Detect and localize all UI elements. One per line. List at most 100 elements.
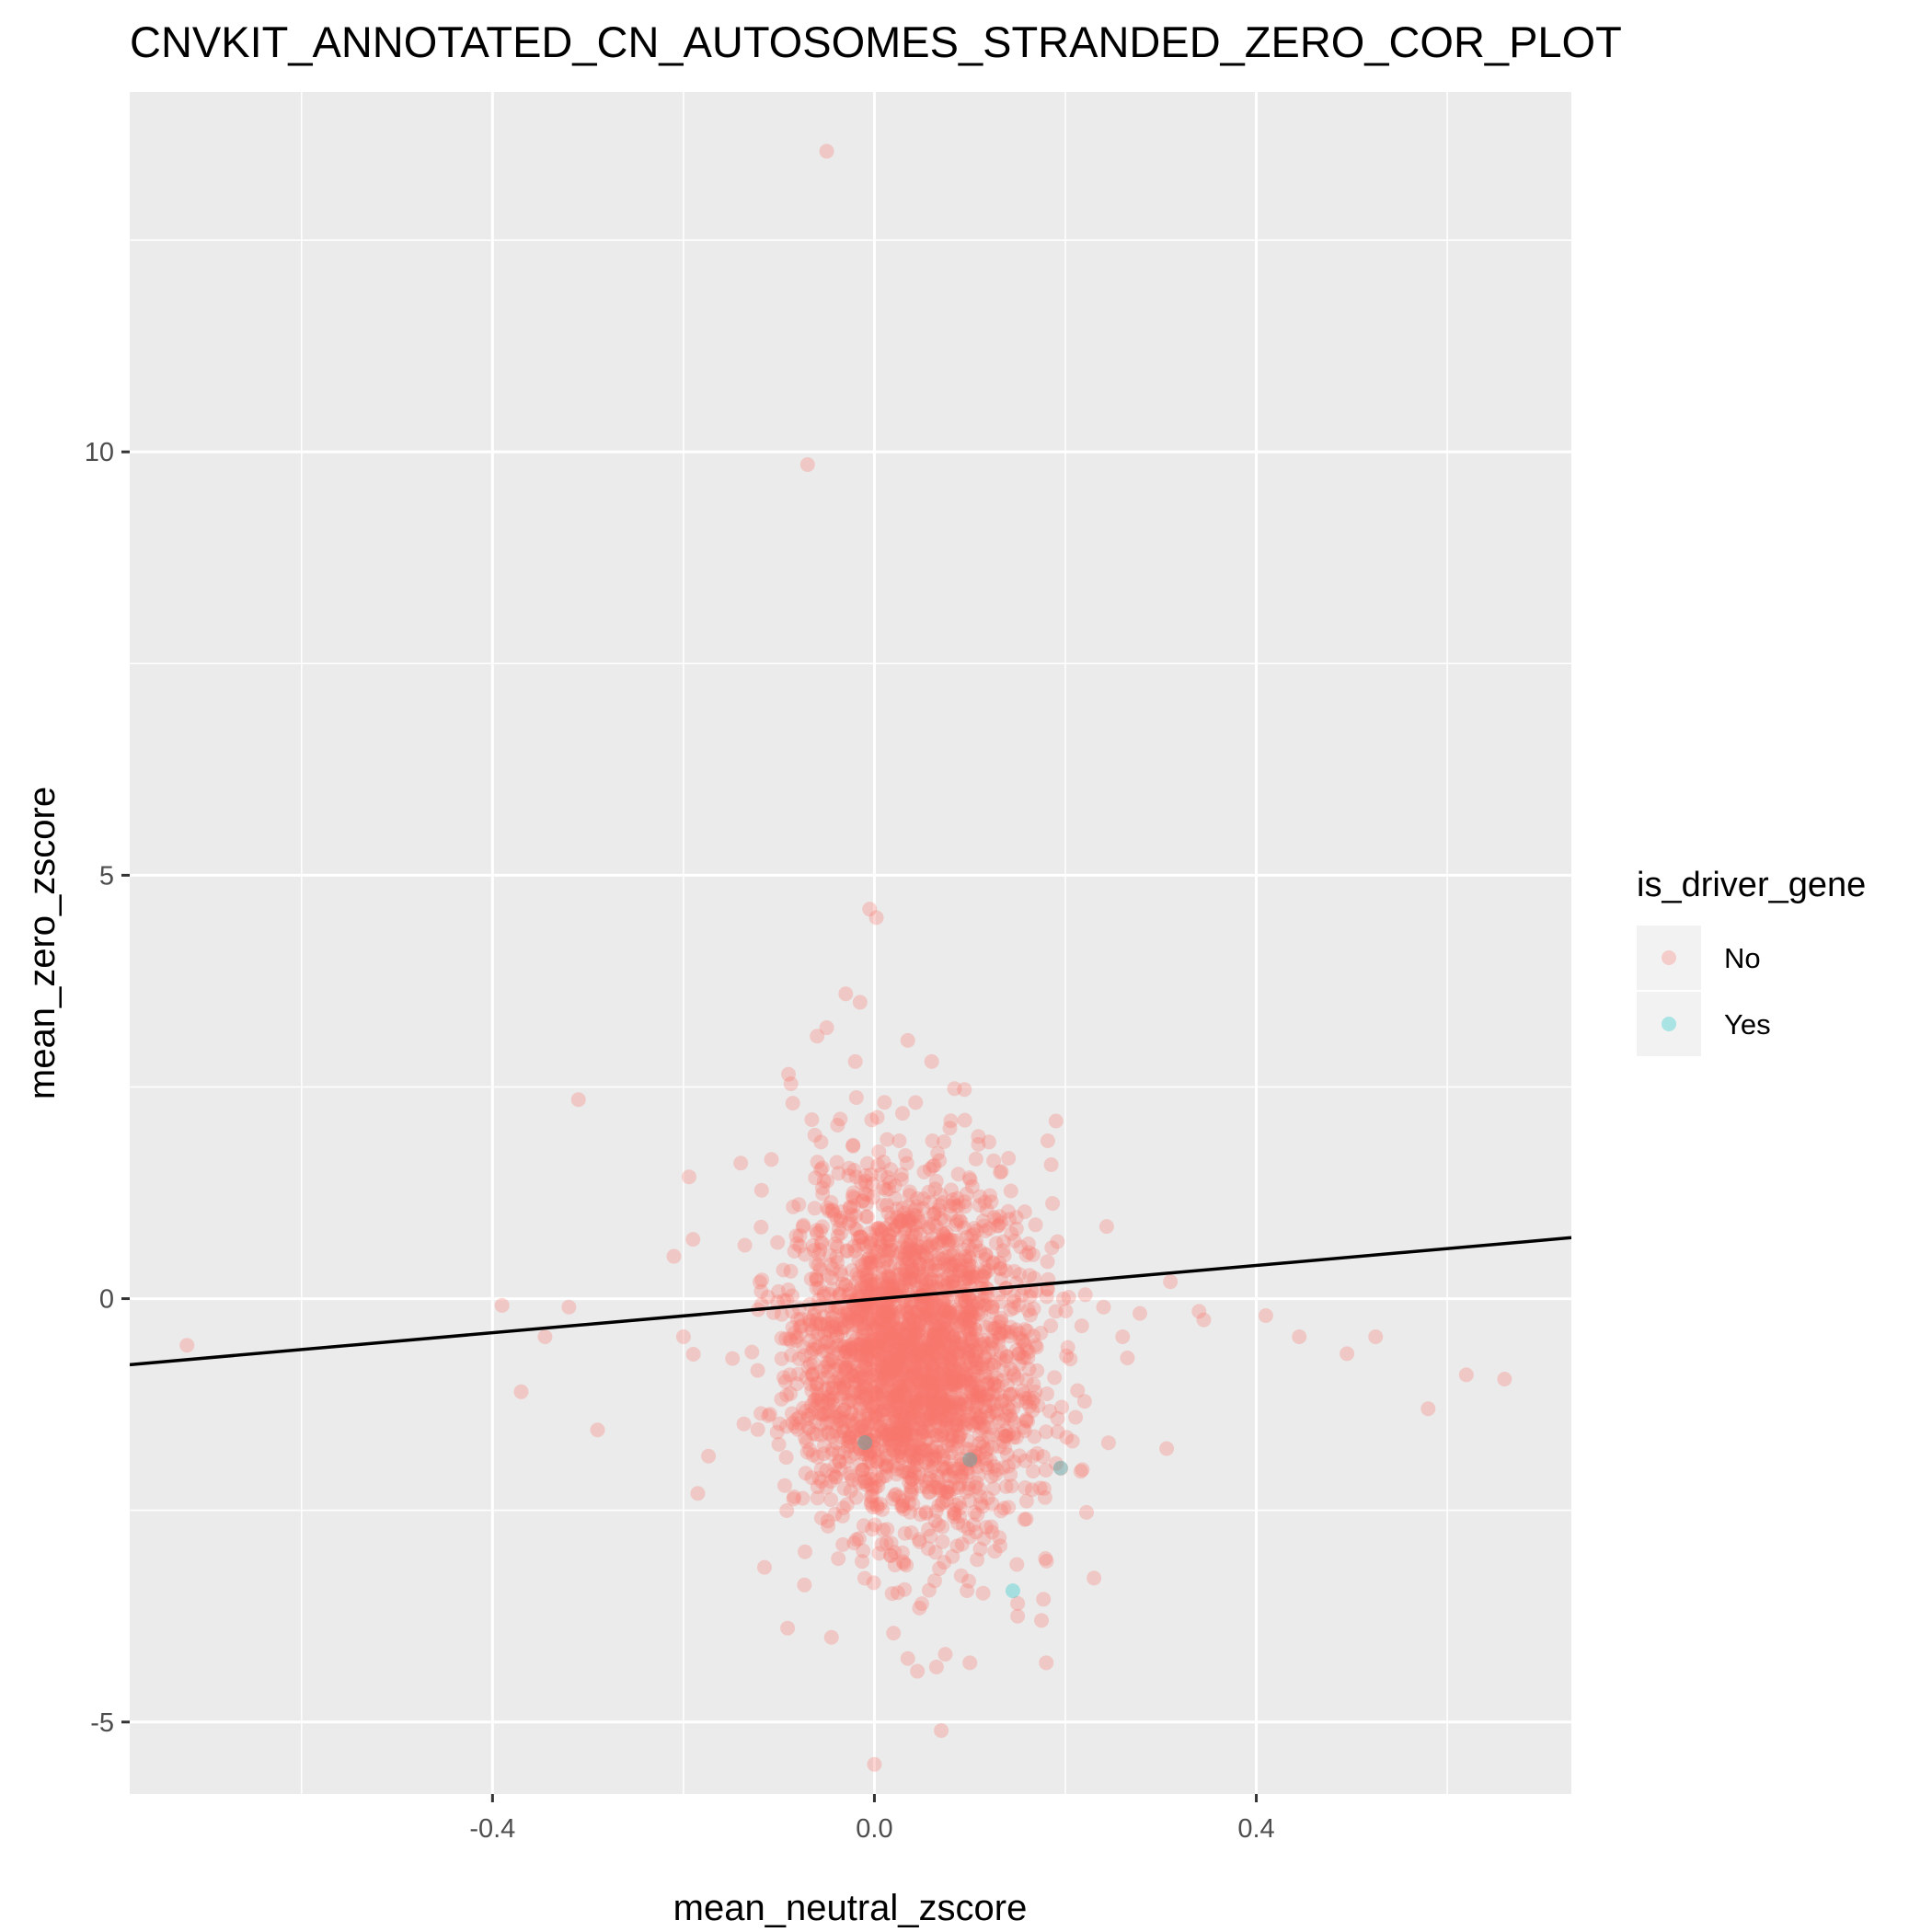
data-point-no (963, 1334, 979, 1350)
data-point-no (1010, 1608, 1026, 1624)
data-point-no (954, 1294, 969, 1309)
data-point-no (952, 1373, 968, 1388)
data-point-no (938, 1412, 954, 1428)
data-point-no (733, 1156, 749, 1171)
data-point-no (832, 1455, 847, 1469)
data-point-no (890, 1341, 905, 1357)
data-point-no (561, 1299, 577, 1315)
data-point-no (906, 1321, 922, 1336)
data-point-no (907, 1466, 923, 1481)
data-point-no (867, 1427, 882, 1443)
data-point-no (893, 1432, 909, 1448)
data-point-no (935, 1362, 950, 1377)
data-point-no (902, 1379, 916, 1395)
data-point-no (933, 1211, 949, 1226)
data-point-no (991, 1330, 1006, 1346)
data-point-no (915, 1299, 931, 1315)
data-point-no (894, 1213, 910, 1228)
data-point-no (934, 1233, 949, 1248)
data-point-no (771, 1283, 787, 1299)
data-point-no (866, 1398, 881, 1414)
data-point-no (825, 1315, 840, 1330)
data-point-no (983, 1420, 999, 1435)
data-point-no (834, 1325, 849, 1340)
data-point-no (919, 1296, 935, 1312)
data-point-no (904, 1482, 920, 1498)
data-point-no (843, 1434, 858, 1450)
data-point-no (914, 1366, 929, 1381)
data-point-no (908, 1327, 923, 1342)
data-point-no (921, 1423, 937, 1439)
data-point-no (939, 1468, 955, 1484)
data-point-no (890, 1357, 905, 1373)
data-point-no (994, 1164, 1009, 1179)
data-point-no (887, 1383, 903, 1398)
data-point-no (909, 1199, 925, 1214)
data-point-no (904, 1472, 920, 1487)
data-point-no (961, 1261, 977, 1277)
data-point-no (947, 1509, 961, 1524)
data-point-no (985, 1255, 1001, 1271)
data-point-no (783, 1333, 799, 1349)
data-point-no (921, 1294, 937, 1310)
data-point-no (873, 1309, 889, 1325)
data-point-no (825, 1261, 841, 1277)
data-point-no (875, 1324, 891, 1340)
data-point-no (826, 1397, 842, 1412)
data-point-no (1258, 1307, 1273, 1323)
data-point-no (949, 1233, 965, 1248)
data-point-no (914, 1214, 930, 1230)
data-point-no (958, 1294, 972, 1309)
data-point-no (912, 1600, 927, 1616)
data-point-no (876, 1314, 891, 1328)
data-point-no (811, 1257, 826, 1272)
data-point-no (867, 1249, 882, 1265)
data-point-no (866, 1400, 881, 1416)
data-point-no (805, 1341, 821, 1357)
data-point-no (912, 1391, 927, 1407)
data-point-no (979, 1520, 994, 1535)
data-point-no (893, 1364, 909, 1380)
data-point-no (923, 1341, 938, 1357)
data-point-no (924, 1390, 939, 1405)
data-point-no (847, 1243, 863, 1259)
data-point-no (991, 1386, 1006, 1402)
data-point-no (965, 1334, 981, 1350)
data-point-no (994, 1326, 1009, 1340)
data-point-no (824, 1428, 840, 1443)
data-point-no (860, 1340, 875, 1355)
data-point-no (855, 1303, 870, 1318)
data-point-no (817, 1317, 832, 1332)
data-point-no (863, 1235, 878, 1250)
data-point-no (890, 1395, 905, 1410)
data-point-no (1011, 1297, 1027, 1313)
data-point-no (862, 1236, 878, 1251)
data-point-no (867, 1285, 882, 1301)
data-point-no (997, 1441, 1013, 1455)
data-point-no (1017, 1350, 1032, 1365)
data-point-no (978, 1392, 994, 1407)
data-point-no (934, 1496, 949, 1512)
data-point-no (1075, 1462, 1090, 1478)
data-point-no (905, 1409, 921, 1424)
data-point-no (865, 1386, 880, 1402)
data-point-no (809, 1317, 823, 1331)
data-point-no (879, 1363, 894, 1378)
data-point-no (880, 1458, 895, 1474)
data-point-no (889, 1202, 904, 1217)
data-point-no (832, 1454, 847, 1468)
data-point-no (845, 1317, 861, 1333)
data-point-no (1002, 1328, 1018, 1344)
data-point-no (961, 1318, 977, 1334)
data-point-no (1047, 1370, 1063, 1386)
data-point-no (911, 1396, 926, 1411)
data-point-no (913, 1296, 928, 1312)
data-point-no (879, 1535, 894, 1551)
data-point-no (837, 1444, 853, 1460)
data-point-no (978, 1319, 994, 1335)
data-point-no (897, 1424, 913, 1440)
data-point-no (494, 1297, 510, 1313)
data-point-no (865, 1522, 880, 1537)
data-point-no (857, 1352, 873, 1367)
data-point-no (831, 1409, 846, 1424)
